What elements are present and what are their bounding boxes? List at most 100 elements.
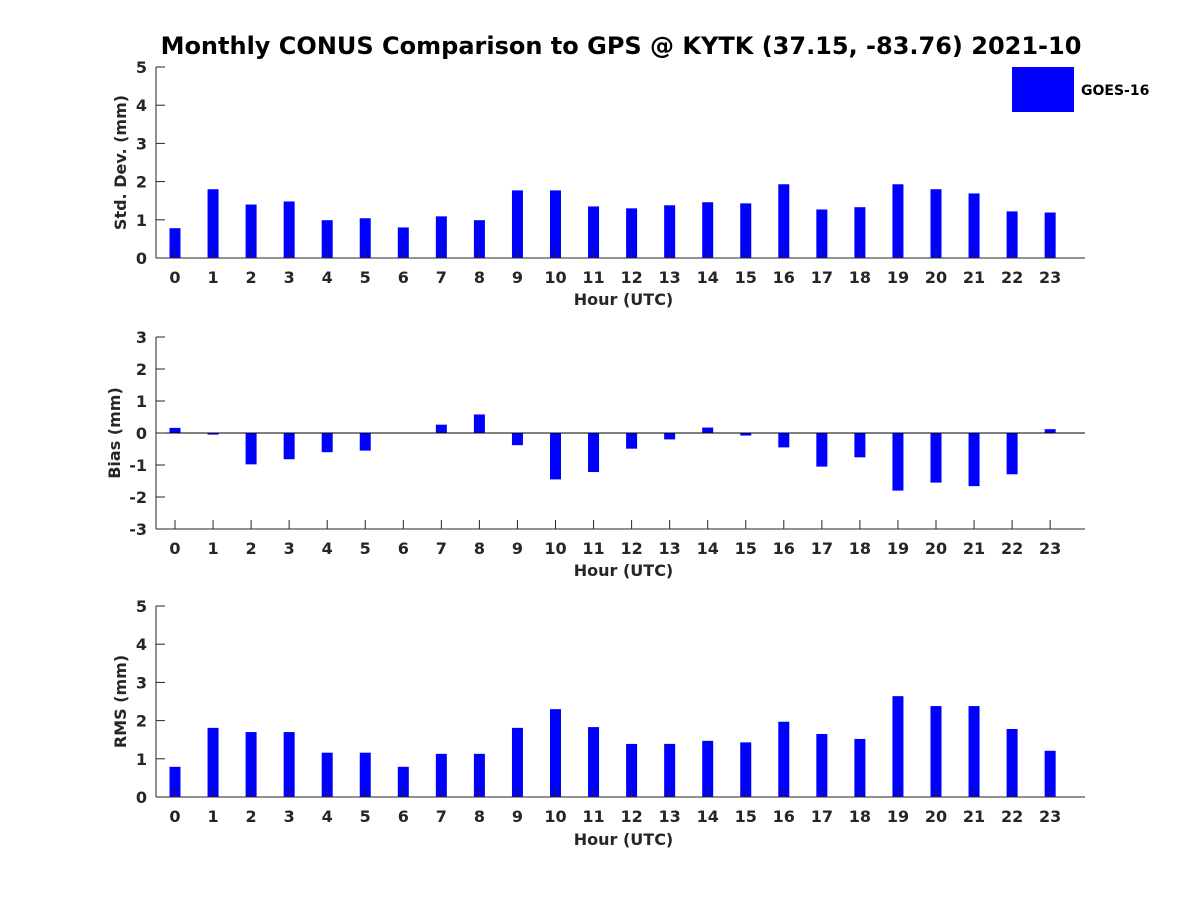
rms-xtick-label: 9 — [512, 807, 523, 826]
bias-xlabel: Hour (UTC) — [574, 561, 674, 580]
bias-xtick-label: 4 — [322, 539, 333, 558]
rms-xtick-label: 6 — [398, 807, 409, 826]
legend: GOES-16 — [1012, 67, 1149, 112]
std-dev-bar-4 — [321, 220, 333, 258]
rms-ytick-label: 1 — [136, 750, 147, 769]
bias-xtick-label: 16 — [773, 539, 795, 558]
std-dev-xtick-label: 8 — [474, 268, 485, 287]
rms-bar-13 — [664, 743, 676, 797]
bias-bar-11 — [588, 433, 600, 473]
rms-xlabel: Hour (UTC) — [574, 830, 674, 849]
std-dev-xtick-label: 17 — [811, 268, 833, 287]
rms-xtick-label: 23 — [1039, 807, 1061, 826]
std-dev-xtick-label: 18 — [849, 268, 871, 287]
bias-xtick-label: 21 — [963, 539, 985, 558]
std-dev-bar-13 — [664, 205, 676, 258]
std-dev-xtick-label: 2 — [246, 268, 257, 287]
bias-xtick-label: 18 — [849, 539, 871, 558]
bias-xtick-label: 8 — [474, 539, 485, 558]
std-dev-xlabel: Hour (UTC) — [574, 290, 674, 309]
rms-bar-16 — [778, 721, 790, 797]
rms-bar-18 — [854, 738, 866, 797]
rms-bar-10 — [550, 709, 561, 797]
std-dev-xtick-label: 14 — [697, 268, 719, 287]
std-dev-bar-0 — [169, 228, 181, 258]
std-dev-xtick-label: 12 — [620, 268, 642, 287]
rms-xtick-label: 21 — [963, 807, 985, 826]
rms-bar-5 — [359, 752, 371, 797]
bias-bar-0 — [169, 427, 181, 433]
bias-xtick-label: 15 — [735, 539, 757, 558]
rms-xtick-label: 7 — [436, 807, 447, 826]
rms-bar-23 — [1044, 750, 1056, 797]
std-dev-xtick-label: 15 — [735, 268, 757, 287]
std-dev-xtick-label: 9 — [512, 268, 523, 287]
bias-bar-21 — [968, 433, 980, 487]
rms-bar-2 — [245, 732, 257, 797]
rms-xtick-label: 2 — [246, 807, 257, 826]
std-dev-xtick-label: 23 — [1039, 268, 1061, 287]
rms-ytick-label: 4 — [136, 635, 147, 654]
bias-xtick-label: 10 — [544, 539, 566, 558]
bias-ytick-label: 3 — [136, 328, 147, 347]
rms-ytick-label: 2 — [136, 712, 147, 731]
std-dev-ytick-label: 4 — [136, 96, 147, 115]
bias-bar-1 — [207, 433, 219, 435]
rms-bar-20 — [930, 706, 942, 797]
std-dev-ytick-label: 2 — [136, 173, 147, 192]
rms-bar-6 — [397, 766, 409, 797]
std-dev-xtick-label: 21 — [963, 268, 985, 287]
std-dev-xtick-label: 4 — [322, 268, 333, 287]
chart-title: Monthly CONUS Comparison to GPS @ KYTK (… — [161, 32, 1082, 60]
bias-xtick-label: 22 — [1001, 539, 1023, 558]
rms-xtick-label: 8 — [474, 807, 485, 826]
bias-xtick-label: 12 — [620, 539, 642, 558]
rms-xtick-label: 19 — [887, 807, 909, 826]
rms-bar-3 — [283, 732, 295, 797]
rms-ylabel: RMS (mm) — [111, 655, 130, 748]
std-dev-xtick-label: 3 — [284, 268, 295, 287]
rms-bar-21 — [968, 706, 980, 797]
rms-bar-19 — [892, 696, 904, 797]
std-dev-bar-20 — [930, 189, 942, 258]
bias-xtick-label: 5 — [360, 539, 371, 558]
bias-ytick-label: -3 — [129, 520, 147, 539]
bias-bar-14 — [702, 427, 714, 433]
std-dev-xtick-label: 5 — [360, 268, 371, 287]
bias-ytick-label: 0 — [136, 424, 147, 443]
rms-xtick-label: 13 — [659, 807, 681, 826]
std-dev-bar-15 — [740, 203, 752, 258]
std-dev-xtick-label: 20 — [925, 268, 947, 287]
std-dev-bar-11 — [588, 206, 600, 258]
std-dev-bar-6 — [397, 227, 409, 258]
rms-bar-15 — [740, 742, 752, 797]
std-dev-bar-21 — [968, 193, 980, 258]
bias-xtick-label: 9 — [512, 539, 523, 558]
bias-bar-17 — [816, 433, 828, 467]
bias-xtick-label: 3 — [284, 539, 295, 558]
rms-xtick-label: 10 — [544, 807, 566, 826]
rms-xtick-label: 18 — [849, 807, 871, 826]
std-dev-xtick-label: 6 — [398, 268, 409, 287]
bias-bar-20 — [930, 433, 942, 483]
rms-bar-8 — [473, 753, 485, 797]
std-dev-xtick-label: 11 — [582, 268, 604, 287]
std-dev-xtick-label: 19 — [887, 268, 909, 287]
legend-swatch — [1012, 67, 1074, 112]
bias-bar-16 — [778, 433, 790, 448]
std-dev-bar-23 — [1044, 212, 1056, 258]
bias-bar-12 — [626, 433, 638, 449]
std-dev-bar-9 — [511, 190, 523, 258]
bias-xtick-label: 19 — [887, 539, 909, 558]
rms-ytick-label: 0 — [136, 788, 147, 807]
bias-xtick-label: 23 — [1039, 539, 1061, 558]
rms-ytick-label: 3 — [136, 673, 147, 692]
rms-xtick-label: 0 — [169, 807, 180, 826]
std-dev-bar-16 — [778, 184, 790, 258]
std-dev-bar-17 — [816, 209, 828, 258]
bias-xtick-label: 11 — [582, 539, 604, 558]
rms-bar-14 — [702, 740, 714, 797]
rms-bar-12 — [626, 743, 638, 797]
